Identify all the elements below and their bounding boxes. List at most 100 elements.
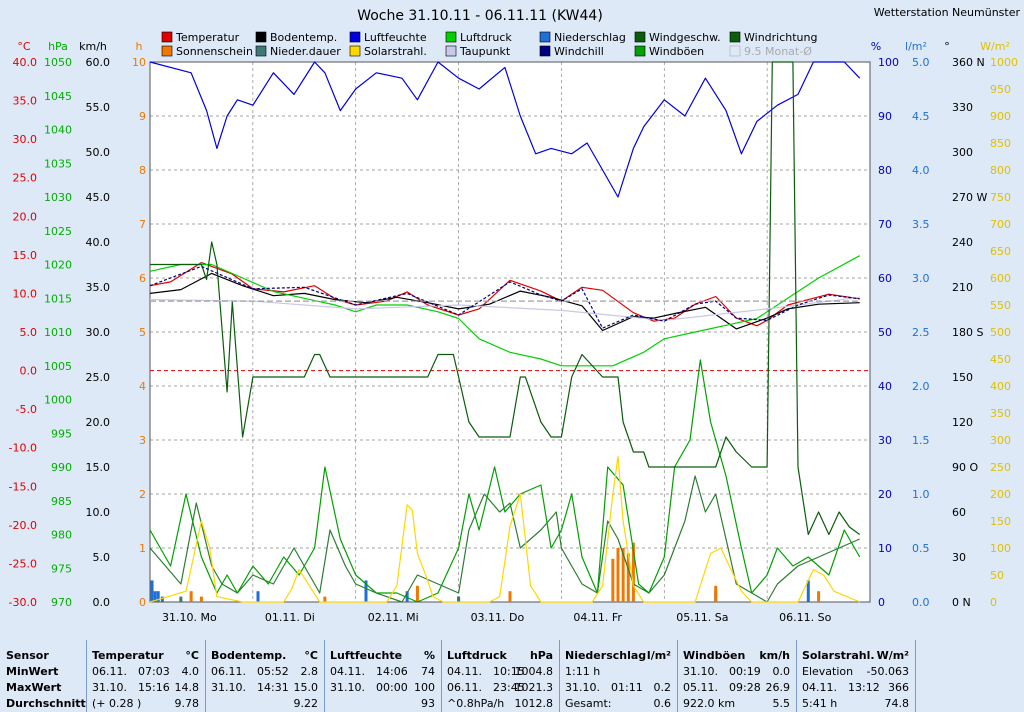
stats-date: (+ 0.28 ) (92, 697, 142, 710)
stats-time: 14:31 (257, 681, 289, 694)
stats-value: 26.9 (765, 681, 791, 694)
series-windgeschw (149, 475, 860, 603)
axis-tick-rain: 0.5 (912, 542, 930, 555)
stats-unit: % (423, 649, 435, 662)
stats-date: 31.10. (683, 665, 718, 678)
axis-tick-dir: 120 (952, 416, 973, 429)
stats-data-row: (+ 0.28 ) 9.78 (92, 696, 199, 712)
legend-swatch (539, 45, 551, 57)
bar-sonnenschein (323, 596, 327, 602)
x-tick-label: 06.11. So (779, 611, 831, 624)
axis-tick-solar: 900 (990, 110, 1011, 123)
axis-tick-dir: 210 (952, 281, 973, 294)
axis-tick-temp: 15.0 (13, 249, 38, 262)
axis-tick-solar: 600 (990, 272, 1011, 285)
axis-tick-solar: 500 (990, 326, 1011, 339)
stats-header-row: Niederschlag l/m² (565, 648, 671, 664)
axis-tick-solar: 350 (990, 407, 1011, 420)
stats-header: Temperatur (92, 649, 164, 662)
bar-niederdauer (179, 596, 183, 602)
axis-tick-press: 995 (51, 427, 72, 440)
axis-tick-humid: 80 (878, 164, 892, 177)
legend-swatch (349, 45, 361, 57)
stats-date: 922.0 km (683, 697, 736, 710)
axis-tick-temp: 0.0 (20, 365, 38, 378)
legend-item: Luftdruck (460, 31, 512, 44)
stats-date: ^0.8hPa/h (447, 697, 505, 710)
stats-header: Luftdruck (447, 649, 507, 662)
axis-unit-dir: ° (944, 40, 950, 53)
stats-data-row: Elevation -50.063 (802, 664, 909, 680)
axis-tick-temp: 10.0 (13, 287, 38, 300)
axis-tick-wind: 40.0 (86, 236, 111, 249)
axis-tick-rain: 3.0 (912, 272, 930, 285)
legend-item: Temperatur (175, 31, 240, 44)
bar-niederschlag (160, 596, 164, 602)
axis-unit-temp: °C (17, 40, 31, 53)
axis-tick-solar: 150 (990, 515, 1011, 528)
legend-item: Taupunkt (459, 45, 511, 58)
stats-time: 15:16 (138, 681, 170, 694)
stats-value: 1004.8 (514, 665, 554, 678)
axis-tick-solar: 450 (990, 353, 1011, 366)
stats-value: 100 (414, 681, 435, 694)
axis-tick-press: 1045 (44, 90, 72, 103)
stats-label: Durchschnitt (6, 697, 86, 710)
stats-data-row: 93 (330, 696, 435, 712)
stats-row-label: MaxWert (6, 680, 80, 696)
axis-tick-press: 1010 (44, 326, 72, 339)
axis-tick-dir: 90 O (952, 461, 978, 474)
x-tick-label: 01.11. Di (265, 611, 315, 624)
bar-sonnenschein (631, 542, 635, 602)
axis-unit-rain: l/m² (905, 40, 927, 53)
legend-swatch (255, 45, 267, 57)
axis-tick-temp: -5.0 (16, 403, 37, 416)
bar-sonnenschein (626, 553, 630, 602)
legend-item: Solarstrahl. (364, 45, 427, 58)
axis-tick-humid: 50 (878, 326, 892, 339)
stats-time: 10:15 (493, 665, 525, 678)
axis-tick-wind: 25.0 (86, 371, 111, 384)
stats-data-row: 9.22 (211, 696, 319, 712)
axis-unit-wind: km/h (79, 40, 107, 53)
axis-tick-temp: 25.0 (13, 172, 38, 185)
statistics-panel: Sensor MinWert MaxWert Durchschnitt Temperat… (0, 640, 1024, 712)
axis-tick-hours: 4 (139, 380, 146, 393)
stats-time: 14:06 (376, 665, 408, 678)
bar-niederschlag (364, 580, 368, 602)
axis-tick-press: 1015 (44, 292, 72, 305)
axis-tick-solar: 200 (990, 488, 1011, 501)
stats-value: 366 (888, 681, 909, 694)
chart-title: Woche 31.10.11 - 06.11.11 (KW44) (357, 8, 603, 24)
axis-tick-press: 1020 (44, 259, 72, 272)
stats-value: 1021.3 (514, 681, 554, 694)
stats-date: Elevation (802, 665, 854, 678)
stats-header: Luftfeuchte (330, 649, 403, 662)
axis-tick-temp: -15.0 (9, 480, 37, 493)
stats-value: 5.5 (772, 697, 791, 710)
axis-tick-rain: 5.0 (912, 56, 930, 69)
stats-row-label: MinWert (6, 664, 80, 680)
stats-header: Niederschlag (565, 649, 647, 662)
stats-date: 31.10. (211, 681, 246, 694)
axis-tick-temp: -25.0 (9, 557, 37, 570)
axis-tick-humid: 90 (878, 110, 892, 123)
axis-tick-dir: 270 W (952, 191, 987, 204)
bar-sonnenschein (189, 591, 193, 602)
axis-tick-solar: 50 (990, 569, 1004, 582)
legend-item: Windrichtung (744, 31, 817, 44)
stats-value: -50.063 (866, 665, 909, 678)
stats-value: 1012.8 (514, 697, 554, 710)
stats-unit: W/m² (876, 649, 909, 662)
axis-tick-temp: 30.0 (13, 133, 38, 146)
bar-niederschlag (156, 591, 160, 602)
stats-data-row: 31.10. 00:19 0.0 (683, 664, 790, 680)
stats-date: 31.10. (92, 681, 127, 694)
bar-sonnenschein (817, 591, 821, 602)
stats-unit: hPa (529, 649, 553, 662)
legend-item: Niederschlag (554, 31, 626, 44)
stats-header: Solarstrahl. (802, 649, 875, 662)
axis-tick-solar: 700 (990, 218, 1011, 231)
legend-item: Luftfeuchte (364, 31, 427, 44)
series-windrichtung (150, 61, 861, 536)
